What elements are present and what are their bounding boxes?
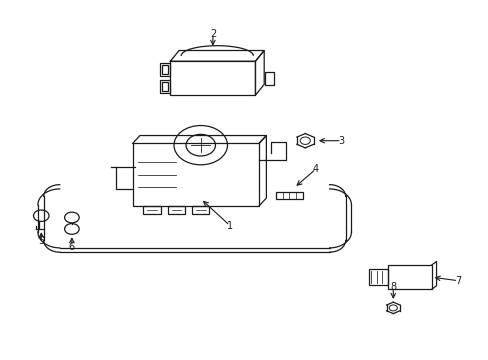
Text: 8: 8 — [389, 282, 396, 292]
Text: 1: 1 — [226, 221, 232, 230]
Text: 2: 2 — [209, 30, 216, 40]
Bar — [159, 80, 170, 93]
Bar — [264, 72, 273, 85]
Bar — [159, 63, 170, 76]
Bar — [167, 206, 185, 214]
Text: 6: 6 — [69, 242, 75, 252]
Text: 5: 5 — [38, 237, 44, 247]
Bar — [275, 192, 302, 199]
Bar — [170, 61, 255, 95]
Bar — [132, 143, 259, 206]
Bar — [192, 206, 209, 214]
Bar — [143, 206, 161, 214]
Text: 3: 3 — [338, 136, 344, 146]
Text: 4: 4 — [312, 164, 318, 174]
Bar — [387, 265, 431, 289]
Bar — [369, 269, 387, 285]
Bar — [161, 65, 168, 75]
Bar — [161, 82, 168, 91]
Text: 7: 7 — [454, 276, 461, 286]
